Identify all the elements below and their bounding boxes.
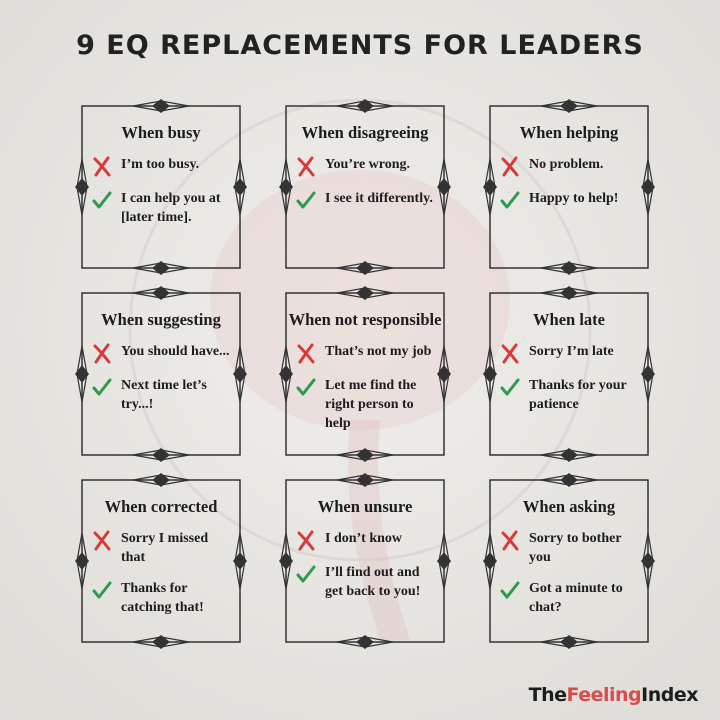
card-frame [483,473,655,649]
check-icon [92,378,112,396]
card: When disagreeing You’re wrong. I see it di… [279,99,451,275]
card-frame [279,286,451,462]
bad-row: I’m too busy. [92,155,232,177]
good-row: I see it differently. [296,189,436,211]
card-body: When disagreeing You’re wrong. I see it di… [286,106,444,223]
bad-text: Sorry I’m late [529,344,614,359]
bad-text: Sorry to bother you [529,531,622,565]
bad-row: I don’t know [296,529,436,551]
good-row: Next time let’s try...! [92,376,232,414]
bad-text: I don’t know [325,531,403,546]
card-body: When busy I’m too busy. I can help you at … [82,106,240,239]
cross-icon [297,156,315,177]
card-body: When helping No problem. Happy to help! [490,106,648,223]
card-heading: When unsure [317,497,413,516]
cross-icon [501,343,519,364]
cross-icon [93,530,111,551]
card: When late Sorry I’m late Thanks for your p… [483,286,655,462]
bad-text: You’re wrong. [325,157,411,172]
card-heading: When helping [519,123,619,142]
good-row: Thanks for your patience [500,376,640,414]
card-heading: When busy [121,123,201,142]
title: 9 EQ REPLACEMENTS FOR LEADERS [76,30,644,61]
cross-icon [297,530,315,551]
good-text: Thanks for catching that! [121,581,204,615]
card-body: When corrected Sorry I missed that Thanks … [82,480,240,629]
brand-part: The [528,684,567,706]
card-body: When unsure I don’t know I’ll find out and… [286,480,444,613]
card-heading: When suggesting [101,310,221,329]
bad-text: Sorry I missed that [121,531,209,565]
card: When suggesting You should have... Next ti… [75,286,247,462]
card: When asking Sorry to bother you Got a minu… [483,473,655,649]
good-text: I can help you at [later time]. [121,191,221,225]
card: When unsure I don’t know I’ll find out and… [279,473,451,649]
card-heading: When corrected [104,497,218,516]
good-row: Let me find the right person to help [296,376,436,433]
cross-icon [501,530,519,551]
card-frame [483,286,655,462]
good-row: Thanks for catching that! [92,579,232,617]
check-icon [296,565,316,583]
card-heading: When not responsible [288,310,442,329]
card: When busy I’m too busy. I can help you at … [75,99,247,275]
cross-icon [93,156,111,177]
bad-row: That’s not my job [296,342,436,364]
cross-icon [501,156,519,177]
bad-text: You should have... [121,344,230,359]
card-heading: When asking [522,497,616,516]
good-text: Next time let’s try...! [121,378,207,412]
card-frame [483,99,655,275]
card-body: When asking Sorry to bother you Got a minu… [490,480,648,629]
bad-text: No problem. [529,157,604,172]
cross-icon [297,343,315,364]
good-row: Happy to help! [500,189,640,211]
card: When corrected Sorry I missed that Thanks … [75,473,247,649]
card-frame [279,99,451,275]
good-text: Got a minute to chat? [529,581,623,615]
bad-row: You’re wrong. [296,155,436,177]
brand: TheFeelingIndex [528,684,699,706]
check-icon [500,378,520,396]
card-body: When suggesting You should have... Next ti… [82,293,240,426]
brand-part: Feeling [566,684,642,706]
good-text: I see it differently. [325,191,433,206]
good-row: I’ll find out and get back to you! [296,563,436,601]
good-text: Happy to help! [529,191,619,206]
bad-row: No problem. [500,155,640,177]
cross-icon [93,343,111,364]
card-body: When late Sorry I’m late Thanks for your p… [490,293,648,426]
check-icon [500,581,520,599]
card-frame [279,473,451,649]
check-icon [296,378,316,396]
card-heading: When disagreeing [301,123,429,142]
bad-text: I’m too busy. [121,157,200,172]
bad-row: You should have... [92,342,232,364]
card-frame [75,99,247,275]
card-frame [75,473,247,649]
card-body: When not responsible That’s not my job Let… [286,293,444,445]
bad-text: That’s not my job [325,344,432,359]
card: When not responsible That’s not my job Let… [279,286,451,462]
bad-row: Sorry I’m late [500,342,640,364]
good-text: Let me find the right person to help [325,378,417,431]
good-text: Thanks for your patience [529,378,627,412]
card: When helping No problem. Happy to help! [483,99,655,275]
card-heading: When late [533,310,605,329]
bad-row: Sorry to bother you [500,529,640,567]
check-icon [296,191,316,209]
check-icon [500,191,520,209]
brand-part: Index [641,684,698,706]
good-text: I’ll find out and get back to you! [325,565,421,599]
good-row: Got a minute to chat? [500,579,640,617]
good-row: I can help you at [later time]. [92,189,232,227]
check-icon [92,581,112,599]
card-frame [75,286,247,462]
check-icon [92,191,112,209]
bad-row: Sorry I missed that [92,529,232,567]
